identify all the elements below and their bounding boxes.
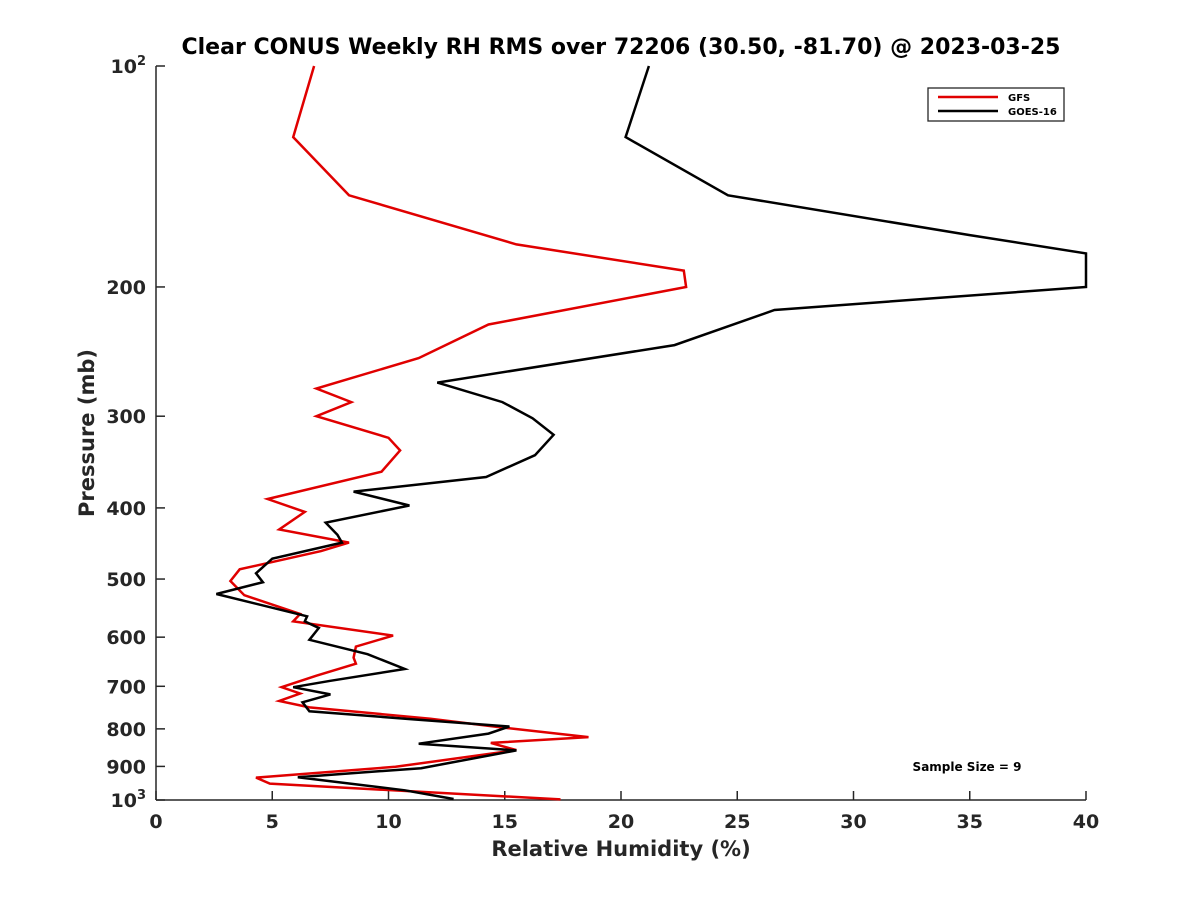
x-axis: 0 5 10 15 20 25 30 35 40 [149,791,1099,833]
legend-box [927,87,1065,122]
y-tick-label: 200 [106,277,146,299]
y-tick-label: 700 [106,676,146,698]
x-tick-label: 0 [149,811,162,833]
x-tick-label: 15 [492,811,518,833]
legend-label: GOES-16 [1008,107,1057,118]
y-tick-label: 102 [111,54,147,78]
y-tick-label: 600 [106,627,146,649]
x-tick-label: 35 [957,811,983,833]
y-tick-label: 800 [106,719,146,741]
x-tick-label: 10 [375,811,401,833]
legend: GFS GOES-16 [927,87,1065,122]
y-tick-label: 900 [106,756,146,778]
y-axis-label: Pressure (mb) [75,349,99,517]
x-tick-label: 25 [724,811,750,833]
y-tick-label: 400 [106,498,146,520]
x-tick-label: 20 [608,811,634,833]
chart-title: Clear CONUS Weekly RH RMS over 72206 (30… [182,35,1061,60]
y-axis: 102 200 300 400 500 600 700 800 900 103 [106,54,165,812]
series-layer [216,65,1088,801]
y-tick-label: 300 [106,406,146,428]
x-tick-label: 30 [840,811,866,833]
y-tick-label: 103 [111,788,147,812]
x-axis-label: Relative Humidity (%) [491,837,750,861]
legend-label: GFS [1008,93,1030,104]
x-tick-label: 40 [1073,811,1099,833]
y-tick-label: 500 [106,569,146,591]
series-line-goes-16 [216,65,1088,801]
x-tick-label: 5 [266,811,279,833]
sample-size-annotation: Sample Size = 9 [913,760,1022,774]
